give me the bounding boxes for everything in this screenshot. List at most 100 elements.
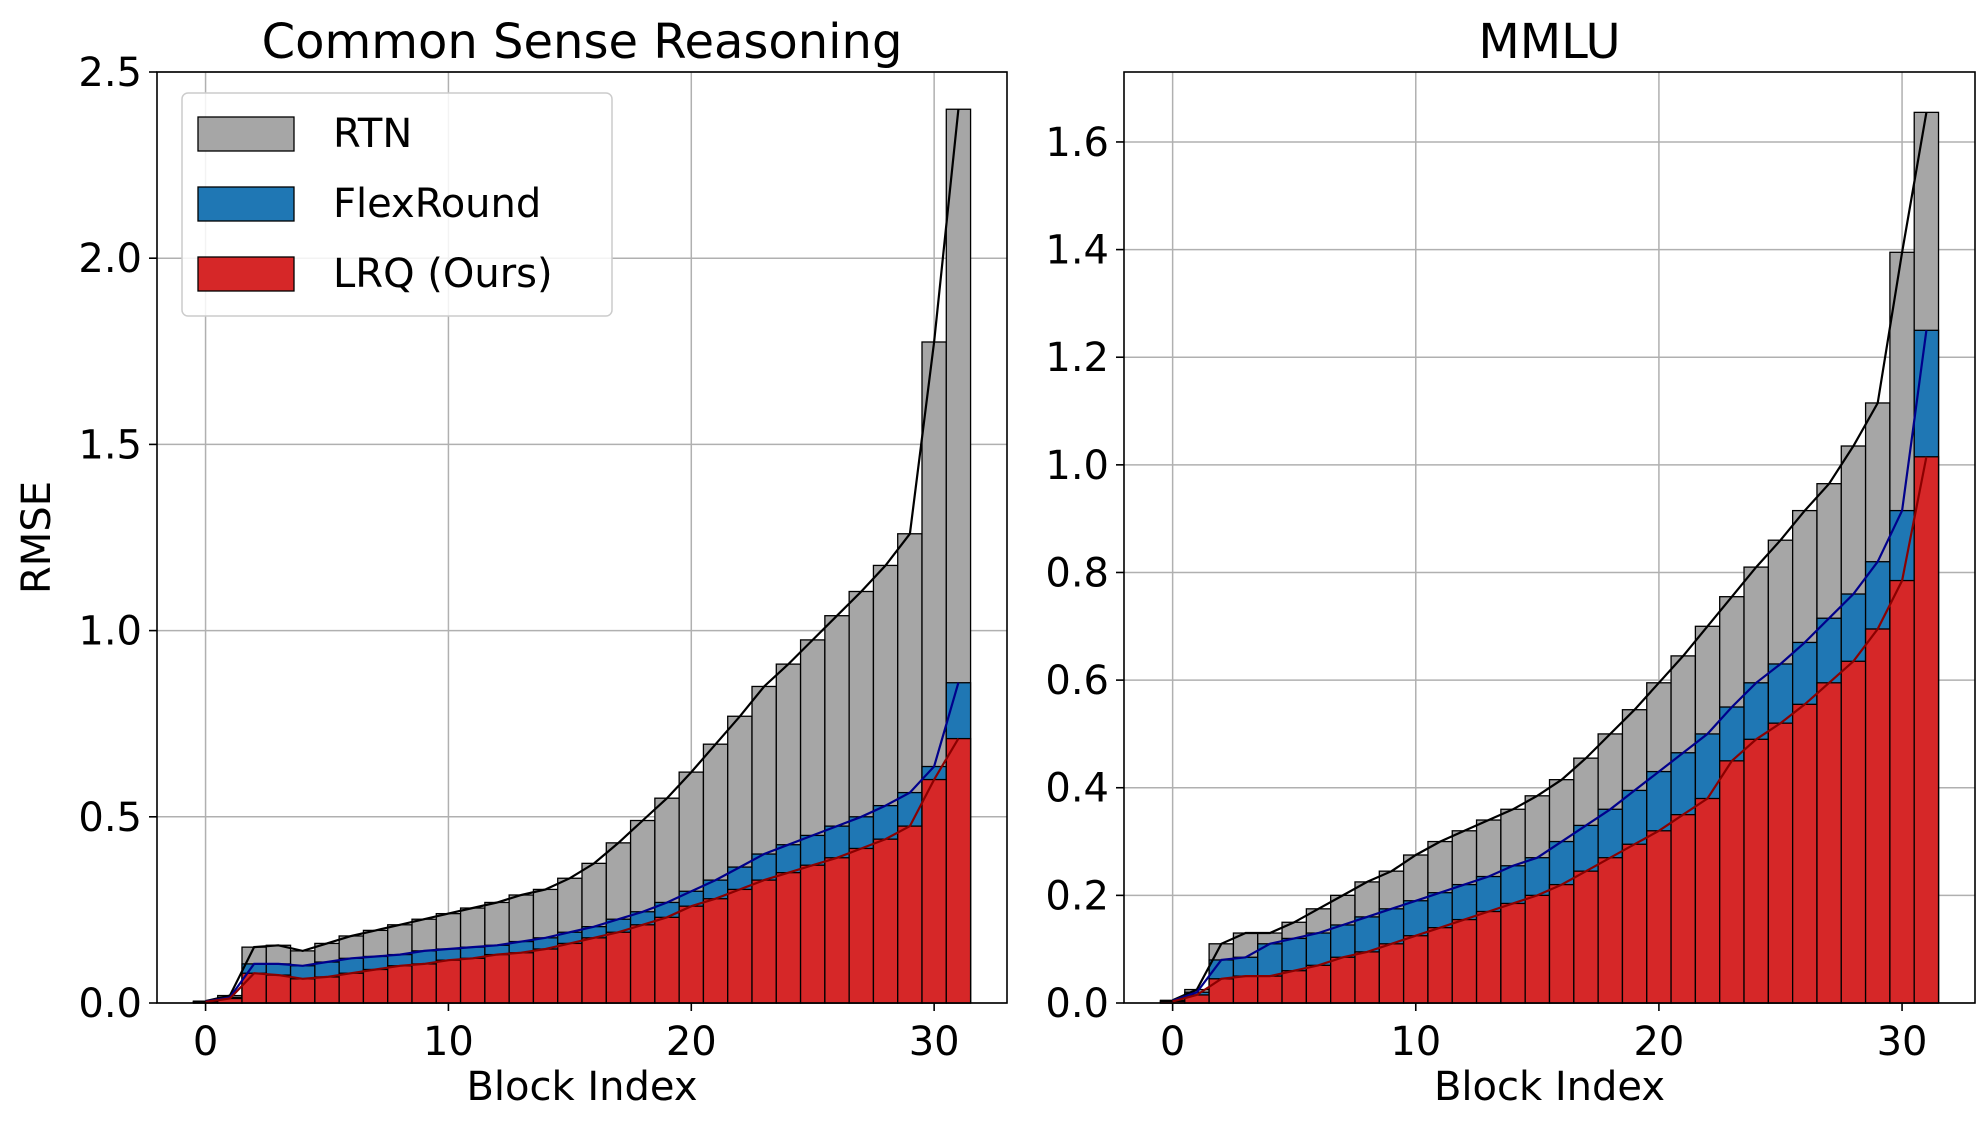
bar	[1232, 975, 1259, 1004]
bar	[1913, 456, 1940, 1004]
bar	[338, 972, 365, 1004]
bar	[1597, 857, 1624, 1004]
bar	[1500, 902, 1526, 1004]
legend-label: FlexRound	[333, 181, 541, 227]
x-tick-label: 0	[193, 1019, 218, 1065]
bar	[799, 864, 826, 1004]
bar	[629, 924, 656, 1004]
y-axis-label: RMSE	[14, 481, 60, 594]
bar	[1816, 682, 1842, 1004]
y-tick-label: 0.5	[78, 795, 142, 841]
bar	[872, 838, 899, 1004]
y-tick-label: 1.5	[78, 422, 142, 468]
bar	[945, 737, 972, 1004]
x-tick-label: 0	[1160, 1019, 1185, 1065]
legend-swatch	[197, 186, 295, 222]
bar	[1524, 894, 1551, 1004]
bar	[897, 825, 923, 1004]
chart-title: MMLU	[1478, 14, 1620, 70]
bar	[1281, 970, 1308, 1004]
legend-label: RTN	[333, 111, 412, 157]
bar	[1427, 927, 1453, 1004]
series-line	[1172, 456, 1928, 1003]
panel-mmlu: 0 10 20 30 0.0 0.2 0.4 0.6 0.8 1.0 1.2 1.4 1.6 MMLU Bl…	[1045, 14, 1976, 1110]
bar	[484, 953, 510, 1004]
series-line	[205, 109, 960, 1003]
bar	[824, 857, 850, 1004]
y-tick-label: 1.6	[1045, 120, 1109, 166]
bar	[1694, 797, 1721, 1004]
y-tick-label: 0.8	[1045, 550, 1109, 596]
legend: RTN FlexRound LRQ (Ours)	[181, 92, 613, 317]
y-tick-label: 1.4	[1045, 228, 1109, 274]
bar	[508, 952, 535, 1004]
x-tick-label: 30	[1877, 1019, 1928, 1065]
series-line	[205, 738, 960, 1003]
bar	[1451, 918, 1478, 1004]
y-tick-label: 0.0	[1045, 981, 1109, 1027]
x-tick-label: 20	[666, 1019, 717, 1065]
bar	[678, 905, 705, 1004]
bar	[1840, 660, 1867, 1004]
y-tick-label: 0.2	[1045, 873, 1109, 919]
bar	[654, 916, 680, 1004]
bar	[921, 778, 947, 1004]
bar	[581, 937, 607, 1004]
bar	[1208, 978, 1235, 1004]
y-tick-label: 2.5	[78, 50, 142, 96]
bar	[727, 888, 753, 1004]
x-tick-label: 20	[1633, 1019, 1684, 1065]
y-tick-label: 0.0	[78, 981, 142, 1027]
bar	[1621, 843, 1648, 1004]
bar	[775, 872, 802, 1004]
panel-common-sense: 0 10 20 30 0.0 0.5 1.0 1.5 2.0 2.5 Common Sense Re…	[14, 14, 1008, 1110]
bar	[435, 959, 462, 1004]
bar	[362, 968, 389, 1004]
x-axis-label: Block Index	[466, 1064, 697, 1110]
series-lrq-ours	[1159, 456, 1940, 1004]
bar	[1305, 964, 1332, 1004]
bar	[1330, 956, 1356, 1004]
x-axis-label: Block Index	[1434, 1064, 1665, 1110]
y-tick-label: 0.6	[1045, 658, 1109, 704]
bar	[411, 963, 437, 1004]
y-tick-label: 0.4	[1045, 766, 1109, 812]
bar	[1378, 943, 1405, 1004]
bar	[1864, 628, 1891, 1004]
bar	[265, 974, 292, 1004]
bar	[1791, 703, 1818, 1004]
bar	[387, 965, 413, 1004]
bar	[605, 931, 632, 1004]
bar	[1670, 813, 1697, 1004]
y-tick-label: 1.0	[78, 609, 142, 655]
y-tick-label: 2.0	[78, 236, 142, 282]
bar	[1573, 870, 1599, 1004]
bar	[848, 847, 875, 1004]
bar	[1402, 935, 1429, 1004]
axes-frame	[1123, 71, 1976, 1004]
bar	[1767, 722, 1794, 1004]
y-tick-label: 1.2	[1045, 335, 1109, 381]
x-tick-label: 10	[423, 1019, 474, 1065]
bar	[459, 957, 486, 1004]
axes-frame	[156, 71, 1008, 1004]
bar	[1354, 951, 1380, 1004]
series-line	[205, 682, 960, 1003]
legend-swatch	[197, 256, 295, 292]
series-line	[1172, 330, 1928, 1002]
bar	[1257, 975, 1283, 1004]
bar	[241, 972, 267, 1004]
bar	[557, 942, 583, 1004]
bar	[1475, 910, 1502, 1004]
legend-swatch	[197, 116, 295, 152]
x-tick-label: 10	[1390, 1019, 1441, 1065]
series-line	[1172, 112, 1928, 1002]
bar	[1743, 738, 1769, 1004]
bar	[1719, 760, 1745, 1004]
y-tick-label: 1.0	[1045, 443, 1109, 489]
bar	[702, 898, 729, 1004]
chart-title: Common Sense Reasoning	[262, 14, 903, 70]
bar	[314, 976, 340, 1004]
bar	[751, 879, 777, 1004]
